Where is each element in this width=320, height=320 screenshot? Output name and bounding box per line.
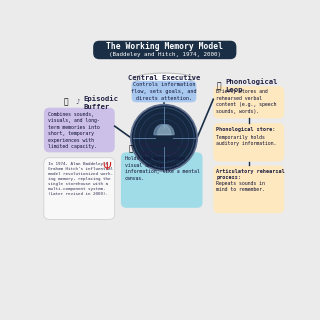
Text: 🎬: 🎬: [64, 98, 68, 107]
Text: Phonological
Loop: Phonological Loop: [226, 78, 278, 92]
Text: Repeats sounds in
mind to remember.: Repeats sounds in mind to remember.: [216, 181, 265, 192]
Text: ♪: ♪: [76, 99, 80, 105]
Text: 🖼: 🖼: [129, 144, 133, 153]
FancyBboxPatch shape: [213, 86, 284, 118]
Text: Briefly stores and
rehearsed verbal
content (e.g., speech
sounds, words).: Briefly stores and rehearsed verbal cont…: [216, 89, 277, 114]
FancyBboxPatch shape: [132, 81, 196, 102]
Text: Ψ: Ψ: [103, 162, 111, 172]
Text: Combines sounds,
visuals, and long-
term memories into
short, temporary
experien: Combines sounds, visuals, and long- term…: [49, 112, 100, 149]
Text: In 1974, Alan Baddeley &
Graham Hitch's influential
model revolutionized work-
i: In 1974, Alan Baddeley & Graham Hitch's …: [48, 162, 113, 196]
Text: The Working Memory Model: The Working Memory Model: [106, 42, 223, 52]
FancyBboxPatch shape: [213, 123, 284, 162]
FancyBboxPatch shape: [93, 41, 236, 59]
Text: Holds and manipulates
visual and spatial
information, like a mental
canvas.: Holds and manipulates visual and spatial…: [125, 156, 199, 181]
Text: Episodic
Buffer: Episodic Buffer: [83, 95, 118, 109]
Text: Central Executive: Central Executive: [128, 76, 200, 81]
Ellipse shape: [135, 73, 193, 84]
FancyBboxPatch shape: [44, 158, 115, 219]
FancyBboxPatch shape: [121, 152, 203, 208]
Text: Temporarily holds
auditory information.: Temporarily holds auditory information.: [216, 135, 277, 146]
Circle shape: [131, 105, 197, 171]
Text: Controls information
flow, sets goals, and
directs attention.: Controls information flow, sets goals, a…: [131, 82, 197, 101]
FancyBboxPatch shape: [44, 108, 115, 152]
Text: Articulatory rehearsal
process:: Articulatory rehearsal process:: [216, 169, 285, 180]
Polygon shape: [157, 125, 174, 135]
Text: 📋: 📋: [216, 81, 221, 90]
Polygon shape: [154, 125, 171, 135]
Text: (Baddeley and Hitch, 1974, 2000): (Baddeley and Hitch, 1974, 2000): [109, 52, 221, 57]
Text: Visuospatial
Sketchpad: Visuospatial Sketchpad: [140, 141, 192, 156]
Text: Phonological store:: Phonological store:: [216, 127, 276, 132]
FancyBboxPatch shape: [213, 165, 284, 213]
